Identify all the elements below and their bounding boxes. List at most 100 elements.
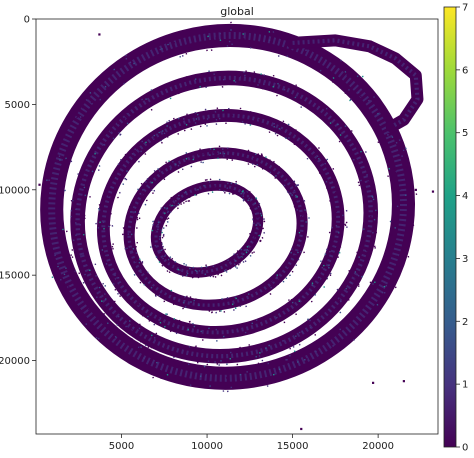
- data-point: [140, 52, 142, 55]
- data-point: [283, 131, 285, 134]
- plot-frame: [35, 18, 439, 435]
- data-point: [114, 274, 116, 277]
- data-point: [114, 346, 117, 349]
- data-point: [197, 153, 200, 156]
- outlier-point: [98, 33, 101, 36]
- data-point: [306, 157, 309, 160]
- data-point: [298, 143, 301, 145]
- data-point: [329, 250, 331, 253]
- data-point: [176, 207, 179, 210]
- data-point: [296, 196, 298, 198]
- data-point: [298, 247, 301, 250]
- data-point: [319, 318, 322, 320]
- data-point: [314, 334, 317, 336]
- data-point: [354, 278, 357, 280]
- data-point: [99, 98, 102, 101]
- data-point: [223, 269, 226, 272]
- data-point: [103, 201, 106, 204]
- data-point: [278, 127, 281, 130]
- data-point: [218, 145, 221, 148]
- data-point: [131, 152, 134, 155]
- data-point: [326, 277, 328, 280]
- data-point: [260, 73, 263, 75]
- data-point: [357, 285, 360, 287]
- data-point: [162, 322, 165, 324]
- data-point: [226, 182, 229, 185]
- data-point: [141, 98, 143, 101]
- data-point: [276, 316, 278, 319]
- data-point: [183, 80, 186, 83]
- data-point: [261, 236, 264, 239]
- data-point: [190, 165, 193, 168]
- data-point: [93, 334, 96, 337]
- data-point: [329, 174, 332, 176]
- data-point: [202, 161, 204, 164]
- data-point: [375, 231, 378, 234]
- data-point: [106, 322, 109, 325]
- data-point: [65, 157, 67, 160]
- data-point: [226, 390, 229, 393]
- data-point: [150, 334, 153, 337]
- data-point: [119, 133, 122, 136]
- data-point: [135, 245, 137, 248]
- data-point: [172, 117, 175, 120]
- data-point: [286, 55, 289, 58]
- data-point: [150, 286, 153, 289]
- data-point: [273, 125, 276, 128]
- data-point: [245, 305, 247, 308]
- data-point: [97, 207, 100, 210]
- data-point: [73, 269, 76, 272]
- data-point: [325, 159, 328, 162]
- data-point: [228, 40, 231, 43]
- data-point: [167, 208, 170, 211]
- data-point: [104, 293, 106, 295]
- data-point: [280, 128, 283, 131]
- data-point: [274, 132, 277, 135]
- data-point: [253, 251, 255, 254]
- data-point: [227, 185, 230, 188]
- data-point: [259, 224, 262, 227]
- data-point: [246, 73, 248, 76]
- data-point: [221, 148, 224, 150]
- data-point: [293, 350, 296, 353]
- data-point: [286, 265, 289, 268]
- data-point: [70, 160, 73, 163]
- data-point: [289, 266, 292, 268]
- data-point: [297, 198, 300, 201]
- data-point: [155, 332, 158, 335]
- data-point: [188, 196, 191, 199]
- data-point: [404, 194, 407, 197]
- data-point: [287, 123, 290, 126]
- data-point: [246, 248, 249, 251]
- data-point: [163, 206, 166, 209]
- data-point: [297, 251, 299, 254]
- data-point: [298, 300, 301, 303]
- data-point: [152, 339, 155, 341]
- data-point: [305, 221, 308, 223]
- data-point: [154, 295, 157, 297]
- data-point: [246, 242, 249, 245]
- data-point: [134, 100, 137, 103]
- data-point: [290, 192, 292, 195]
- data-point: [138, 160, 140, 163]
- data-point: [74, 222, 77, 224]
- data-point: [324, 162, 327, 165]
- data-point: [142, 185, 144, 188]
- data-point: [94, 263, 97, 266]
- data-point: [152, 353, 155, 356]
- data-point: [122, 183, 125, 186]
- data-point: [132, 236, 135, 239]
- data-point: [297, 297, 300, 299]
- data-point: [206, 118, 209, 120]
- data-point: [211, 191, 214, 193]
- data-point: [252, 222, 255, 225]
- data-point: [111, 260, 113, 263]
- data-point: [276, 366, 278, 368]
- data-point: [103, 227, 105, 230]
- data-point: [368, 99, 370, 102]
- data-point: [158, 217, 161, 219]
- data-point: [67, 286, 70, 288]
- data-point: [134, 114, 137, 117]
- data-point: [318, 147, 320, 149]
- data-point: [311, 284, 314, 286]
